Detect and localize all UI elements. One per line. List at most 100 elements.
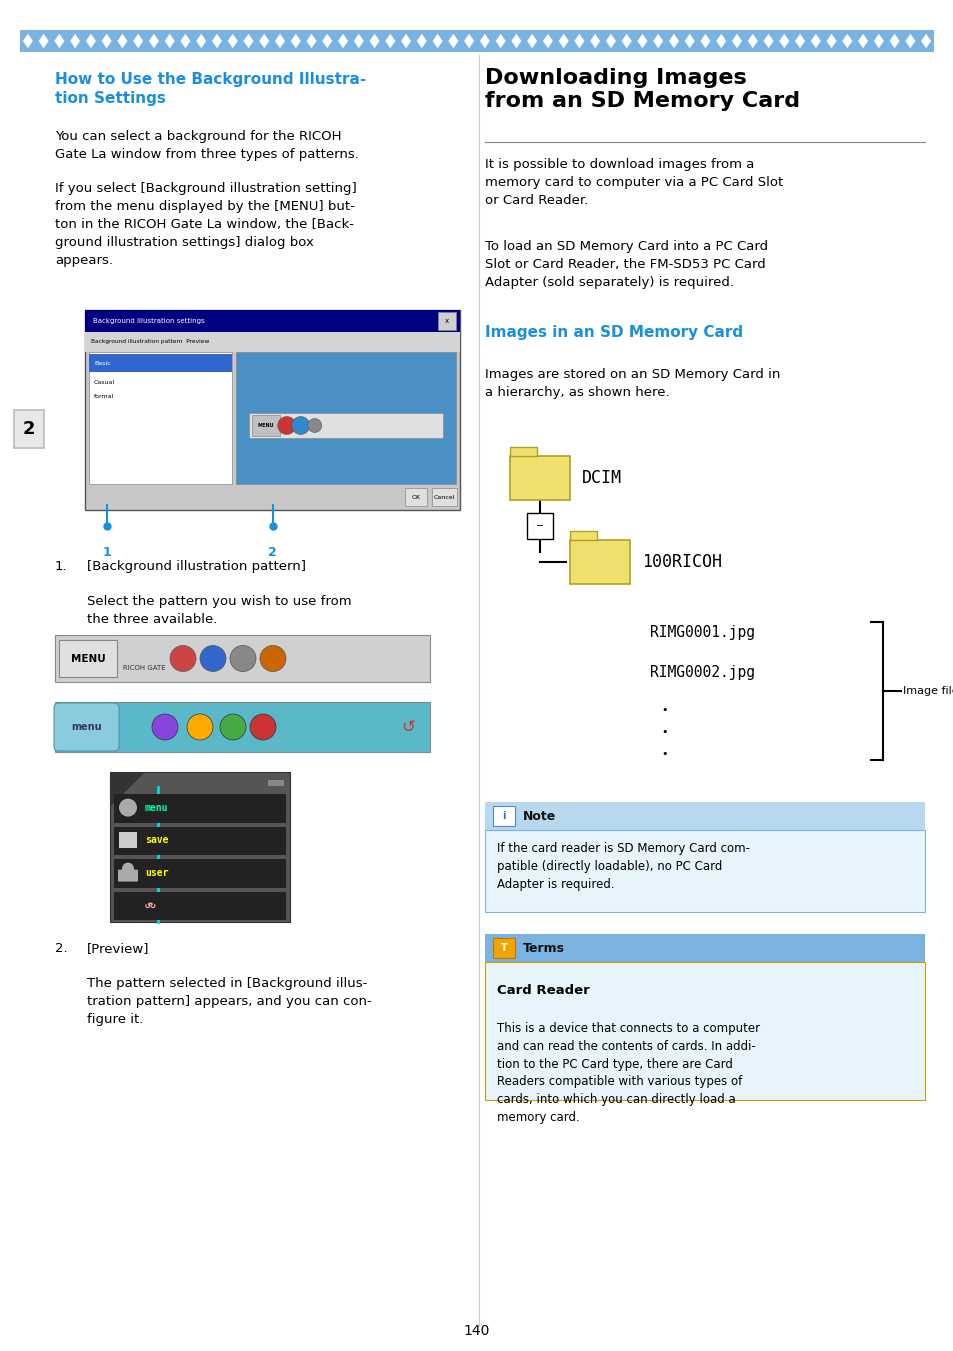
- Bar: [252, 415, 279, 436]
- Polygon shape: [527, 34, 537, 49]
- Polygon shape: [322, 34, 332, 49]
- Circle shape: [230, 646, 255, 671]
- Circle shape: [308, 419, 321, 432]
- Text: MENU: MENU: [71, 654, 105, 663]
- Text: user: user: [145, 867, 169, 878]
- Polygon shape: [38, 34, 49, 49]
- Bar: [569, 540, 629, 584]
- Bar: [85, 309, 459, 509]
- Polygon shape: [369, 34, 379, 49]
- Text: Images are stored on an SD Memory Card in
a hierarchy, as shown here.: Images are stored on an SD Memory Card i…: [484, 367, 780, 399]
- Circle shape: [277, 416, 295, 435]
- Polygon shape: [747, 34, 757, 49]
- Text: •: •: [661, 727, 667, 738]
- Text: menu: menu: [71, 721, 102, 732]
- Polygon shape: [110, 771, 145, 807]
- Bar: [89, 353, 232, 484]
- Bar: [113, 859, 286, 888]
- Bar: [437, 312, 456, 330]
- Text: Select the pattern you wish to use from
the three available.: Select the pattern you wish to use from …: [87, 594, 352, 626]
- Bar: [89, 354, 232, 372]
- Bar: [484, 962, 924, 1100]
- Bar: [20, 30, 933, 51]
- Polygon shape: [243, 34, 253, 49]
- Text: Note: Note: [522, 809, 556, 823]
- Polygon shape: [117, 34, 128, 49]
- Polygon shape: [354, 34, 363, 49]
- Circle shape: [187, 713, 213, 740]
- Bar: [484, 830, 924, 912]
- Text: i: i: [501, 811, 505, 821]
- Text: To load an SD Memory Card into a PC Card
Slot or Card Reader, the FM-SD53 PC Car: To load an SD Memory Card into a PC Card…: [484, 240, 767, 289]
- Bar: [113, 794, 286, 823]
- Text: DCIM: DCIM: [581, 469, 621, 486]
- Text: This is a device that connects to a computer
and can read the contents of cards.: This is a device that connects to a comp…: [497, 1021, 760, 1124]
- Text: 1.: 1.: [55, 561, 68, 573]
- Bar: [55, 703, 430, 753]
- Text: Background illustration settings: Background illustration settings: [92, 317, 204, 324]
- Polygon shape: [212, 34, 222, 49]
- Polygon shape: [291, 34, 300, 49]
- Circle shape: [152, 713, 178, 740]
- Polygon shape: [637, 34, 647, 49]
- Polygon shape: [495, 34, 505, 49]
- Circle shape: [260, 646, 286, 671]
- Text: If you select [Background illustration setting]
from the menu displayed by the [: If you select [Background illustration s…: [55, 182, 356, 267]
- Text: 140: 140: [463, 1324, 490, 1337]
- Text: 1: 1: [103, 546, 112, 559]
- Polygon shape: [102, 34, 112, 49]
- Text: ↺↻: ↺↻: [145, 900, 156, 911]
- Polygon shape: [700, 34, 710, 49]
- Polygon shape: [274, 34, 285, 49]
- Text: 100RICOH: 100RICOH: [641, 553, 721, 571]
- Polygon shape: [873, 34, 883, 49]
- Bar: [484, 934, 924, 962]
- Polygon shape: [86, 34, 96, 49]
- Bar: [14, 409, 44, 449]
- Text: RIMG0001.jpg: RIMG0001.jpg: [649, 624, 754, 639]
- Bar: [85, 309, 459, 332]
- Text: Casual: Casual: [94, 380, 115, 385]
- FancyBboxPatch shape: [118, 870, 138, 882]
- Circle shape: [200, 646, 226, 671]
- Bar: [493, 938, 515, 958]
- Text: Cancel: Cancel: [434, 494, 455, 500]
- Polygon shape: [180, 34, 191, 49]
- Text: ↺: ↺: [400, 717, 415, 736]
- Polygon shape: [400, 34, 411, 49]
- Bar: [432, 488, 456, 507]
- Text: RIMG0002.jpg: RIMG0002.jpg: [649, 665, 754, 680]
- Polygon shape: [511, 34, 521, 49]
- Text: Basic: Basic: [94, 361, 111, 366]
- Polygon shape: [149, 34, 159, 49]
- Polygon shape: [54, 34, 65, 49]
- Polygon shape: [165, 34, 174, 49]
- Text: The pattern selected in [Background illus-
tration pattern] appears, and you can: The pattern selected in [Background illu…: [87, 977, 372, 1025]
- Text: If the card reader is SD Memory Card com-
patible (directly loadable), no PC Car: If the card reader is SD Memory Card com…: [497, 842, 749, 892]
- Text: save: save: [145, 835, 169, 846]
- Polygon shape: [70, 34, 80, 49]
- Polygon shape: [463, 34, 474, 49]
- Text: 2.: 2.: [55, 942, 68, 955]
- Polygon shape: [259, 34, 269, 49]
- Polygon shape: [779, 34, 788, 49]
- Text: Card Reader: Card Reader: [497, 984, 589, 997]
- Bar: [113, 827, 286, 855]
- Polygon shape: [825, 34, 836, 49]
- Text: It is possible to download images from a
memory card to computer via a PC Card S: It is possible to download images from a…: [484, 158, 782, 207]
- Polygon shape: [621, 34, 631, 49]
- Polygon shape: [228, 34, 237, 49]
- Text: •: •: [661, 748, 667, 759]
- Polygon shape: [841, 34, 851, 49]
- Polygon shape: [432, 34, 442, 49]
- Bar: [268, 780, 284, 786]
- Polygon shape: [542, 34, 553, 49]
- Circle shape: [220, 713, 246, 740]
- Polygon shape: [716, 34, 725, 49]
- Circle shape: [250, 713, 275, 740]
- Polygon shape: [479, 34, 490, 49]
- Polygon shape: [590, 34, 599, 49]
- Polygon shape: [904, 34, 915, 49]
- Text: •: •: [661, 705, 667, 715]
- Text: Downloading Images
from an SD Memory Card: Downloading Images from an SD Memory Car…: [484, 68, 800, 111]
